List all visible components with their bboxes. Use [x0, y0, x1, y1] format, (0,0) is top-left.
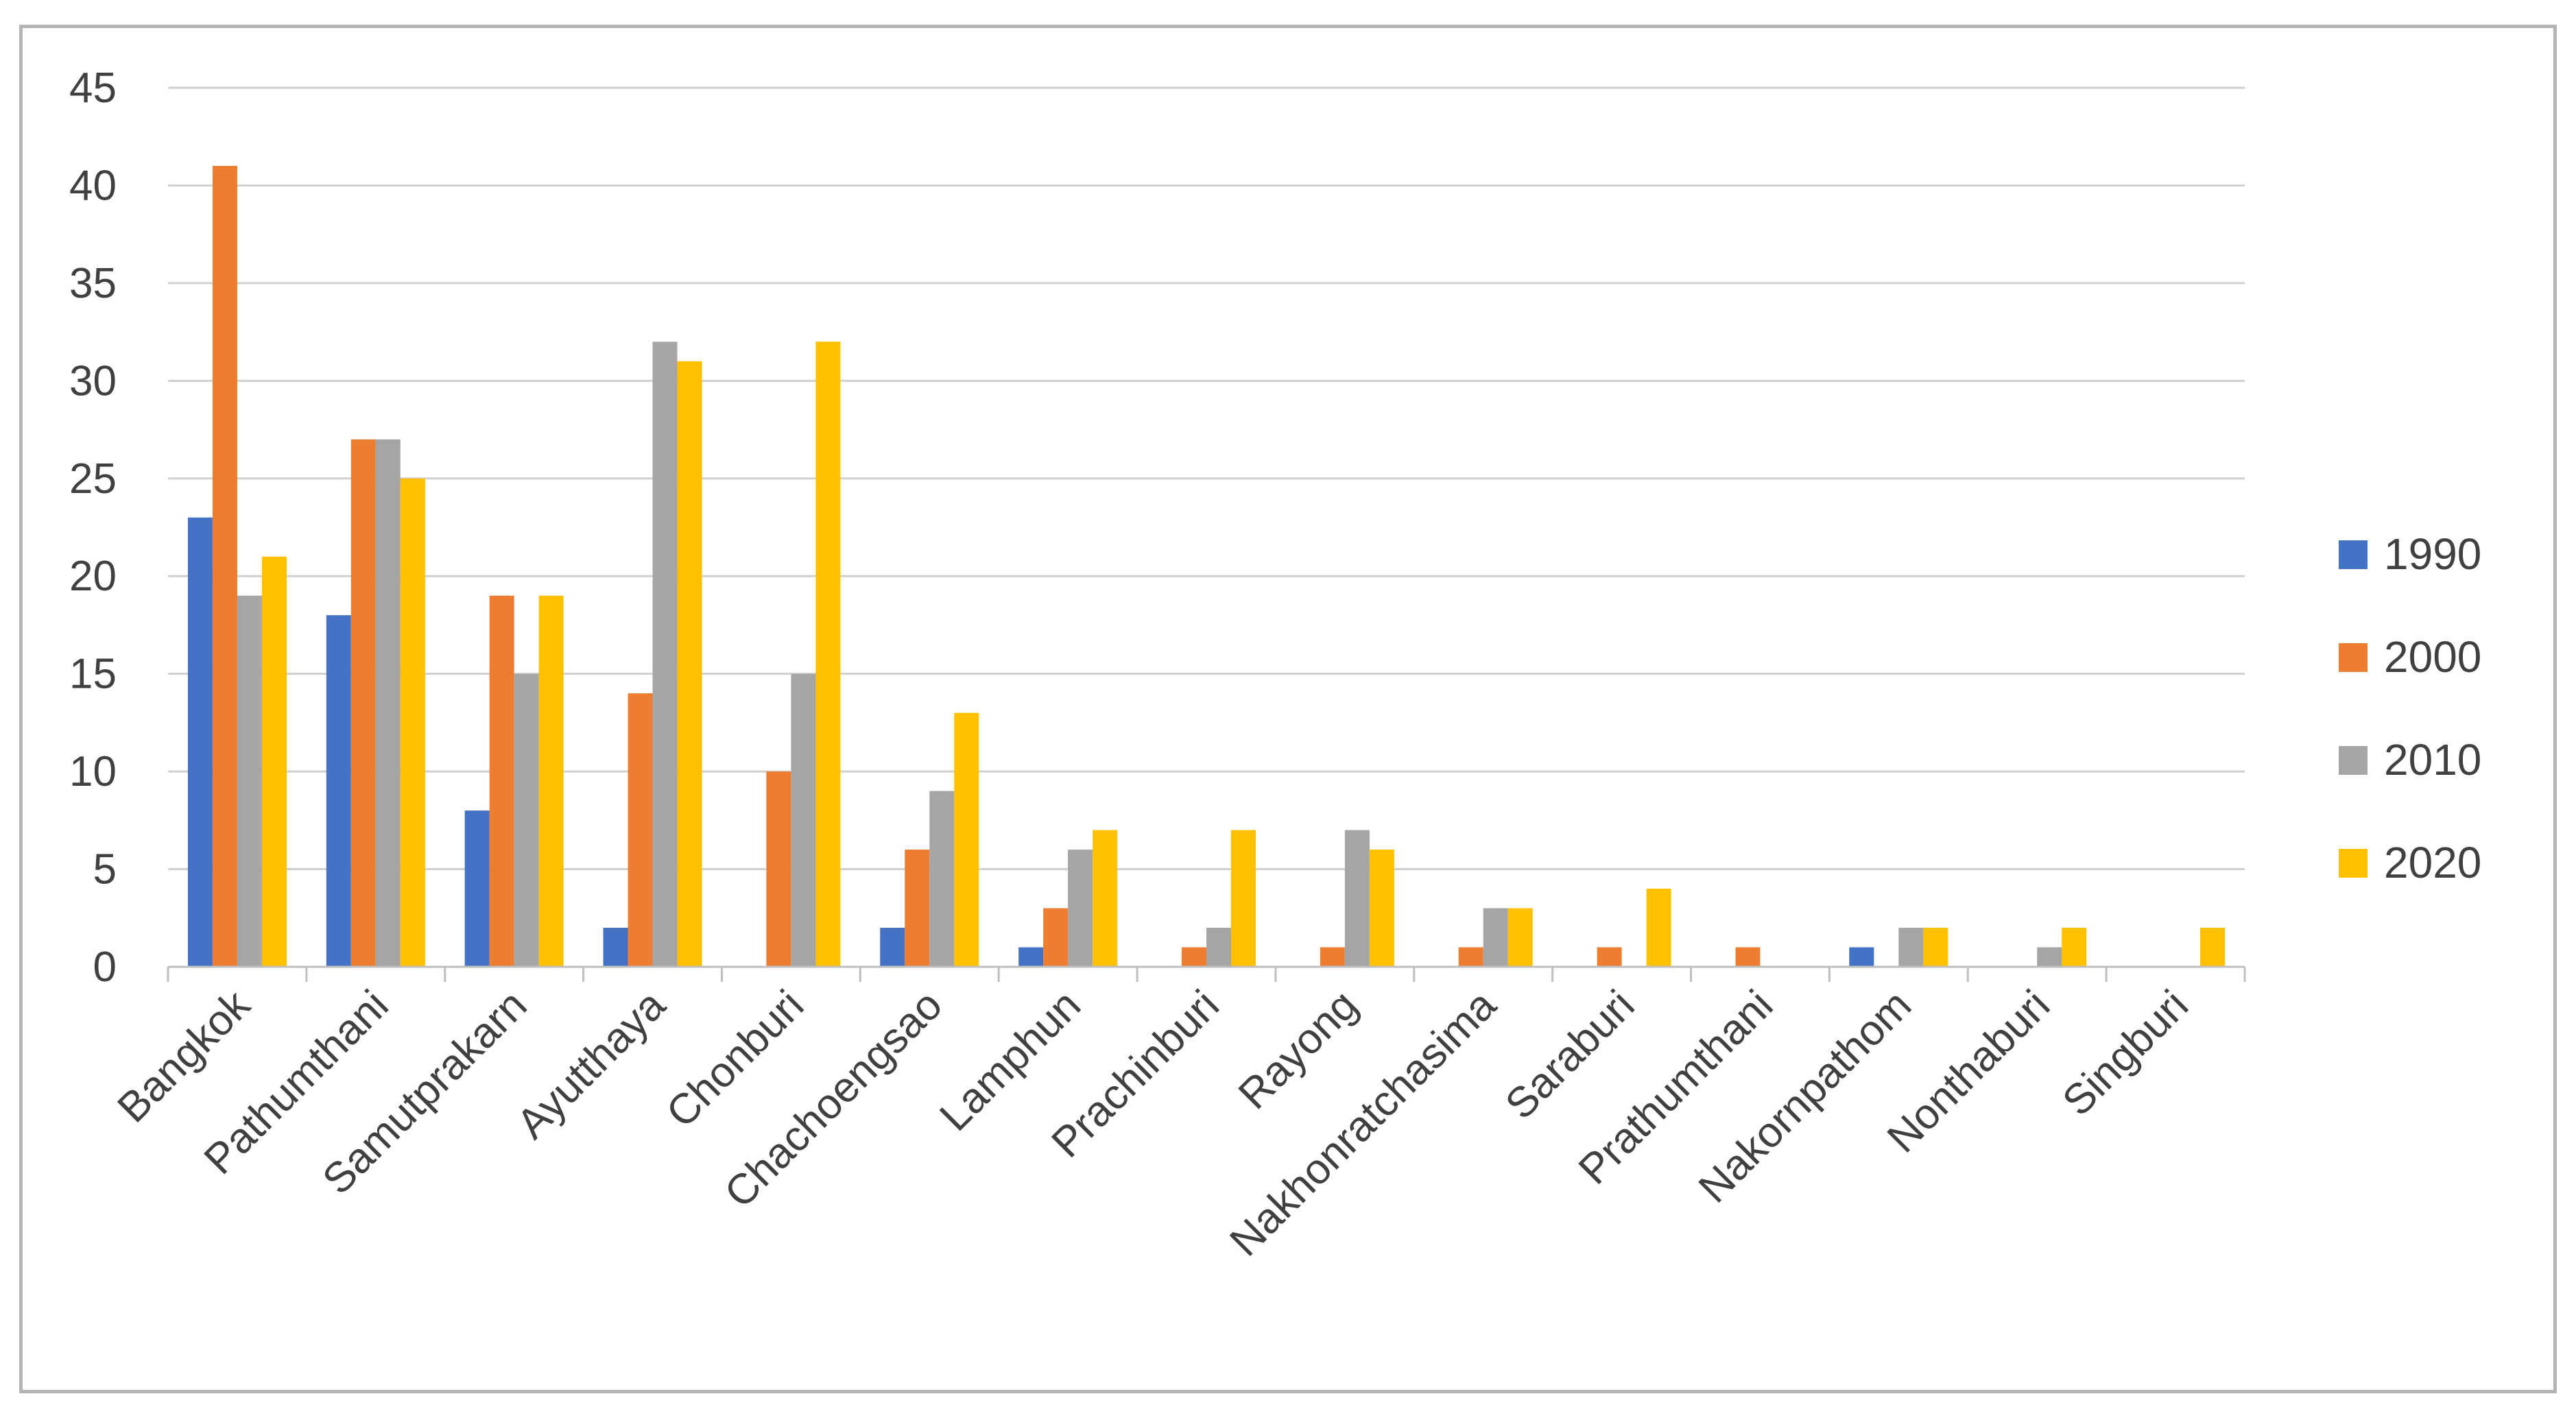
bar-2000-saraburi — [1597, 947, 1622, 967]
bar-2000-nakhonratchasima — [1458, 947, 1483, 967]
y-tick-label: 5 — [93, 846, 117, 893]
bar-2020-chonburi — [815, 341, 841, 967]
bars — [187, 165, 2226, 967]
bar-1990-samutprakarn — [464, 810, 490, 967]
y-tick-label: 15 — [69, 651, 117, 698]
bar-2020-bangkok — [261, 556, 287, 967]
bar-2000-prathumthani — [1735, 947, 1761, 967]
bar-2000-chonburi — [766, 771, 791, 967]
legend-swatch-2020 — [2339, 849, 2368, 878]
y-tick-label: 30 — [69, 357, 117, 405]
bar-2000-prachinburi — [1182, 947, 1206, 967]
legend-swatch-1990 — [2339, 540, 2368, 569]
bar-2010-chonburi — [791, 673, 816, 967]
bar-2000-bangkok — [212, 165, 237, 967]
y-tick-label: 40 — [69, 162, 117, 209]
y-tick-label: 35 — [69, 260, 117, 307]
legend-label-2000: 2000 — [2384, 632, 2481, 682]
y-tick-label: 45 — [69, 64, 117, 112]
bar-2010-rayong — [1344, 830, 1370, 967]
bar-2000-lamphun — [1043, 908, 1069, 967]
bar-2000-ayutthaya — [628, 693, 653, 967]
bar-2020-prachinburi — [1231, 830, 1256, 967]
bar-2020-singburi — [2200, 928, 2226, 967]
bar-2020-lamphun — [1093, 830, 1118, 967]
bar-2010-nakornpathom — [1898, 928, 1924, 967]
bar-2010-chachoengsao — [929, 791, 955, 967]
bar-2000-chachoengsao — [905, 850, 930, 967]
x-category-label: Rayong — [1230, 981, 1367, 1118]
bar-2020-rayong — [1369, 850, 1394, 967]
bar-1990-bangkok — [187, 517, 213, 967]
bar-2010-samutprakarn — [514, 673, 539, 967]
bar-2020-nonthaburi — [2062, 928, 2087, 967]
x-axis-category-labels: BangkokPathumthaniSamutprakarnAyutthayaC… — [108, 981, 2197, 1265]
bar-1990-nakornpathom — [1849, 947, 1874, 967]
bar-1990-pathumthani — [326, 615, 351, 967]
x-axis — [167, 965, 2246, 982]
x-category-label: Saraburi — [1496, 981, 1644, 1129]
bar-2020-nakhonratchasima — [1507, 908, 1533, 967]
bar-2010-ayutthaya — [652, 341, 678, 967]
bar-2000-samutprakarn — [489, 595, 514, 967]
legend-swatch-2000 — [2339, 643, 2368, 672]
legend: 1990 2000 2010 2020 — [2339, 529, 2481, 887]
legend-swatch-2010 — [2339, 746, 2368, 775]
bar-2010-nakhonratchasima — [1483, 908, 1508, 967]
bar-1990-ayutthaya — [603, 928, 628, 967]
bar-1990-chachoengsao — [880, 928, 905, 967]
y-axis-tick-labels: 0 5 10 15 20 25 30 35 40 45 — [69, 64, 117, 991]
chart-frame — [19, 25, 2557, 1393]
legend-label-1990: 1990 — [2384, 529, 2481, 579]
bar-2000-rayong — [1320, 947, 1345, 967]
bar-2010-bangkok — [237, 595, 262, 967]
bar-2010-pathumthani — [375, 439, 401, 967]
legend-label-2020: 2020 — [2384, 838, 2481, 887]
bar-2020-pathumthani — [400, 478, 425, 967]
gridlines — [168, 86, 2245, 871]
bar-2010-lamphun — [1068, 850, 1093, 967]
x-category-label: Nakhonratchasima — [1221, 981, 1505, 1266]
x-category-label: Ayutthaya — [508, 981, 674, 1148]
bar-2020-chachoengsao — [954, 712, 979, 967]
bar-1990-lamphun — [1018, 947, 1044, 967]
bar-2020-nakornpathom — [1923, 928, 1948, 967]
bar-2000-pathumthani — [350, 439, 376, 967]
bar-2020-ayutthaya — [677, 361, 702, 967]
bar-2010-prachinburi — [1206, 928, 1231, 967]
y-tick-label: 25 — [69, 455, 117, 503]
y-tick-label: 10 — [69, 748, 117, 795]
y-tick-label: 0 — [93, 944, 117, 991]
bar-2020-saraburi — [1646, 889, 1671, 967]
bar-2010-nonthaburi — [2037, 947, 2062, 967]
legend-label-2010: 2010 — [2384, 735, 2481, 784]
bar-2020-samutprakarn — [538, 595, 564, 967]
x-category-label: Singburi — [2053, 981, 2197, 1125]
y-tick-label: 20 — [69, 553, 117, 600]
